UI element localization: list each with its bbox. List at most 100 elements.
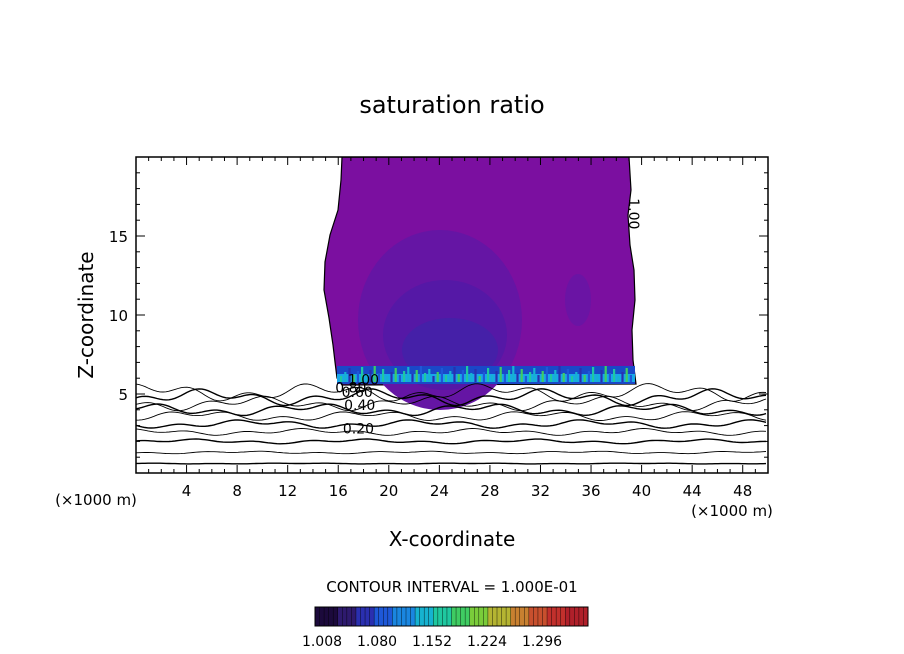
plot-area: 1.001.000.600.800.400.20 <box>136 157 767 465</box>
turbulence-streak <box>482 372 485 382</box>
colorbar-swatch <box>537 607 543 626</box>
cloud-base-band-bright <box>337 374 635 382</box>
turbulence-streak <box>524 376 527 382</box>
chart-title: saturation ratio <box>359 91 544 119</box>
turbulence-streak <box>407 367 410 382</box>
colorbar-swatch <box>374 607 380 626</box>
x-tick-label: 28 <box>480 482 499 500</box>
turbulence-streak <box>428 369 431 382</box>
colorbar-swatch <box>410 607 416 626</box>
colorbar-swatch <box>337 607 343 626</box>
contour-line <box>136 411 767 421</box>
turbulence-streak <box>629 375 632 382</box>
colorbar-swatch <box>451 607 457 626</box>
x-unit-left: (×1000 m) <box>55 491 137 509</box>
colorbar-swatch <box>396 607 402 626</box>
colorbar-swatch <box>460 607 466 626</box>
colorbar-swatch <box>387 607 393 626</box>
turbulence-streak <box>340 376 343 382</box>
turbulence-streak <box>478 376 481 382</box>
colorbar-swatch <box>483 607 489 626</box>
turbulence-streak <box>512 366 515 382</box>
y-axis-ticks: 5 10 15 <box>109 172 768 458</box>
turbulence-streak <box>571 376 574 382</box>
contour-label: 0.60 <box>342 385 373 401</box>
x-tick-label: 4 <box>182 482 192 500</box>
colorbar-swatch <box>524 607 530 626</box>
contour-line <box>136 403 767 417</box>
colorbar-swatch <box>437 607 443 626</box>
x-tick-label: 36 <box>581 482 600 500</box>
colorbar-swatch <box>574 607 580 626</box>
turbulence-streak <box>516 373 519 382</box>
contour-label: 1.00 <box>348 373 379 389</box>
colorbar-swatch <box>583 607 589 626</box>
turbulence-streak <box>613 369 616 382</box>
turbulence-streak <box>445 375 448 382</box>
colorbar-frame <box>314 606 589 627</box>
turbulence-streak <box>440 368 443 382</box>
colorbar-swatch <box>378 607 384 626</box>
colorbar-swatch <box>315 607 321 626</box>
cloud-core-right <box>565 274 591 326</box>
colorbar-tick-label: 1.080 <box>357 634 397 650</box>
colorbar-swatch <box>556 607 562 626</box>
x-tick-label: 24 <box>430 482 449 500</box>
contour-label: 0.80 <box>335 380 366 396</box>
colorbar-swatch <box>569 607 575 626</box>
contour-lines <box>136 383 767 465</box>
colorbar-swatch <box>319 607 325 626</box>
turbulence-streak <box>550 374 553 382</box>
contour-line <box>136 388 767 407</box>
cloud-base-turbulence <box>340 366 632 382</box>
colorbar-swatch <box>442 607 448 626</box>
turbulence-streak <box>529 372 532 382</box>
colorbar-swatch <box>406 607 412 626</box>
turbulence-streak <box>382 369 385 382</box>
contour-labels: 1.001.000.600.800.400.20 <box>335 198 641 437</box>
turbulence-streak <box>558 366 561 382</box>
colorbar-swatch <box>328 607 334 626</box>
colorbar-tick-label: 1.224 <box>467 634 507 650</box>
x-tick-label: 12 <box>278 482 297 500</box>
turbulence-streak <box>499 367 502 382</box>
colorbar-swatch <box>428 607 434 626</box>
turbulence-streak <box>386 376 389 382</box>
contour-interval-text: CONTOUR INTERVAL = 1.000E-01 <box>326 578 577 596</box>
turbulence-streak <box>348 368 351 382</box>
y-tick-label: 10 <box>109 307 128 325</box>
colorbar-swatch <box>365 607 371 626</box>
turbulence-streak <box>432 376 435 382</box>
colorbar-swatch <box>424 607 430 626</box>
colorbar-swatch <box>419 607 425 626</box>
colorbar-swatch <box>446 607 452 626</box>
contour-line <box>136 462 767 465</box>
turbulence-streak <box>545 367 548 382</box>
turbulence-streak <box>394 368 397 382</box>
colorbar-tick-label: 1.152 <box>412 634 452 650</box>
colorbar-swatch <box>478 607 484 626</box>
turbulence-streak <box>508 370 511 382</box>
colorbar-swatch <box>497 607 503 626</box>
colorbar-swatch <box>324 607 330 626</box>
turbulence-streak <box>608 373 611 382</box>
x-axis-ticks: 4 8 12 16 20 24 28 32 36 40 44 48 <box>148 157 756 500</box>
colorbar-swatch <box>542 607 548 626</box>
colorbar-swatch <box>369 607 375 626</box>
colorbar-swatch <box>519 607 525 626</box>
x-tick-label: 16 <box>329 482 348 500</box>
colorbar-swatch <box>346 607 352 626</box>
x-tick-label: 20 <box>379 482 398 500</box>
turbulence-streak <box>424 373 427 382</box>
contour-label: 0.40 <box>344 398 375 414</box>
turbulence-streak <box>520 369 523 382</box>
colorbar-swatch <box>578 607 584 626</box>
colorbar-swatch <box>528 607 534 626</box>
colorbar-swatch <box>465 607 471 626</box>
turbulence-streak <box>503 374 506 382</box>
turbulence-streak <box>466 366 469 382</box>
y-axis-label: Z-coordinate <box>74 251 98 378</box>
turbulence-streak <box>596 374 599 382</box>
turbulence-streak <box>352 375 355 382</box>
turbulence-streak <box>533 368 536 382</box>
